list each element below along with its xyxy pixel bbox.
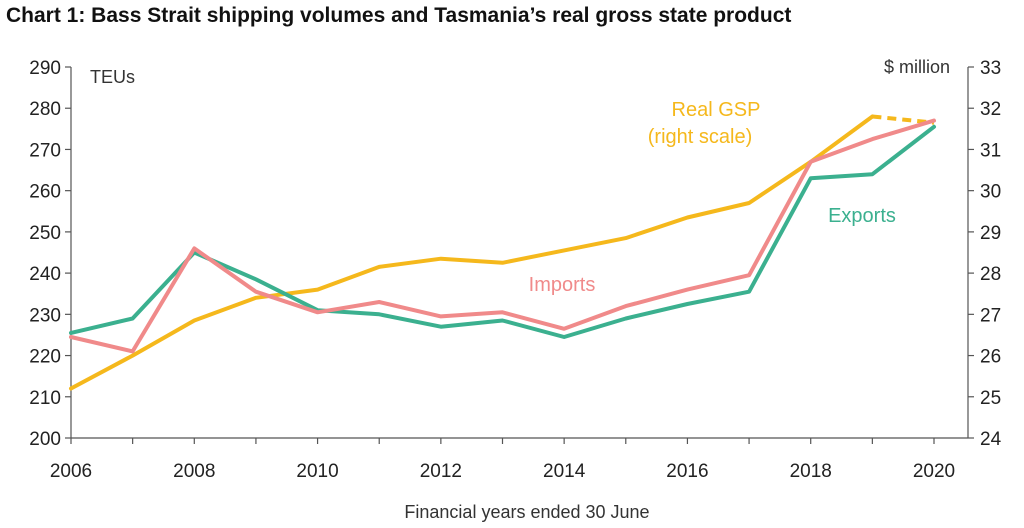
x-axis-title: Financial years ended 30 June [404,502,649,522]
right-axis-unit: $ million [884,57,950,77]
right-tick-label: 30 [980,182,1001,203]
series-line-real-gsp [69,114,875,391]
left-tick-label: 240 [29,264,61,285]
right-tick-label: 31 [980,140,1001,161]
left-tick-label: 230 [29,305,61,326]
right-tick-label: 24 [980,429,1002,450]
right-tick-label: 33 [980,58,1001,79]
left-tick-label: 250 [29,223,61,244]
left-tick-label: 200 [29,429,61,450]
x-tick-label: 2020 [913,461,955,482]
x-tick-label: 2016 [666,461,708,482]
chart-title: Chart 1: Bass Strait shipping volumes an… [6,4,792,27]
x-tick-label: 2006 [50,461,92,482]
right-tick-label: 27 [980,305,1001,326]
left-tick-label: 280 [29,99,61,120]
series-label-real-gsp: Real GSP [672,99,761,121]
axes [70,67,969,439]
right-tick-label: 26 [980,347,1001,368]
left-tick-label: 290 [29,58,61,79]
right-tick-label: 29 [980,223,1001,244]
right-tick-label: 28 [980,264,1001,285]
series-lines [69,114,936,391]
right-tick-label: 32 [980,99,1001,120]
left-tick-label: 270 [29,140,61,161]
right-tick-label: 25 [980,388,1001,409]
left-axis-unit: TEUs [90,67,135,87]
x-tick-label: 2014 [543,461,586,482]
x-tick-label: 2010 [296,461,338,482]
x-tick-label: 2008 [173,461,215,482]
left-tick-label: 210 [29,388,61,409]
left-tick-label: 260 [29,182,61,203]
series-sublabel-real-gsp: (right scale) [648,126,752,148]
series-label-imports: Imports [529,274,596,296]
ticks: 200 210 220 230 240 250 260 270 280 290 24 25 26 27 28… [29,58,1001,482]
x-tick-label: 2012 [420,461,462,482]
series-line-imports [69,118,936,354]
left-tick-label: 220 [29,347,61,368]
x-tick-label: 2018 [790,461,832,482]
series-label-exports: Exports [828,205,896,227]
series-line-exports [69,124,936,339]
